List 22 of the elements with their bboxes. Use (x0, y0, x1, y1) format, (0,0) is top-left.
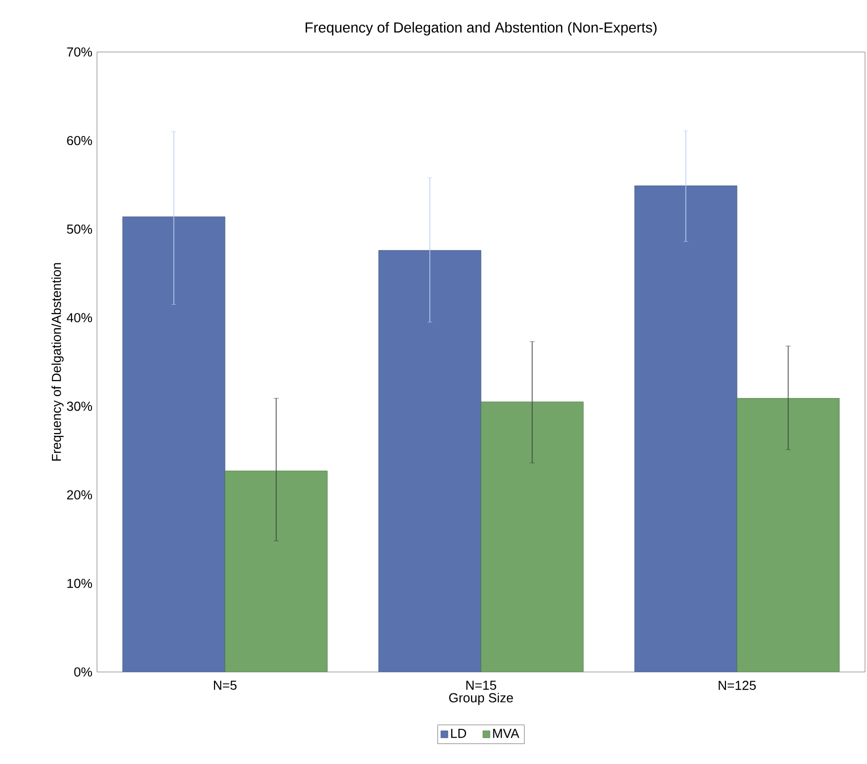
y-tick-label: 10% (67, 578, 92, 588)
bar (634, 186, 738, 672)
x-tick-label: N=5 (214, 680, 237, 690)
y-tick-label: 30% (66, 402, 92, 411)
y-tick-label: 50% (66, 224, 92, 234)
y-tick-label: 60% (67, 136, 92, 146)
bar (736, 398, 840, 672)
x-axis-title: Group Size (449, 692, 513, 705)
x-tick-label: N=15 (466, 680, 496, 690)
legend-label: MVA (493, 728, 520, 738)
x-tick-label: N=125 (718, 680, 756, 690)
y-tick-label: 40% (66, 313, 92, 322)
bar (224, 470, 328, 672)
y-tick-label: 70% (67, 47, 92, 57)
y-tick-label: 0% (74, 667, 92, 677)
bar (378, 250, 482, 672)
chart-title: Frequency of Delegation and Abstention (Non-Experts) (306, 22, 657, 36)
legend-label: LD (451, 728, 466, 738)
bar (122, 216, 226, 672)
y-axis-title: Frequency of Delgation/Abstention (51, 263, 64, 461)
y-tick-label: 20% (67, 490, 92, 500)
bar (480, 402, 584, 672)
